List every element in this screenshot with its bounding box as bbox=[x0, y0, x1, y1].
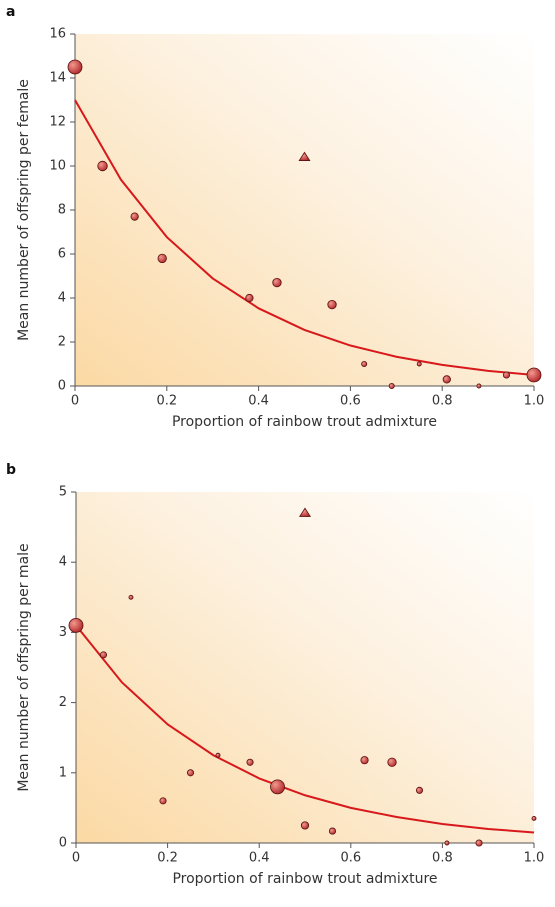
x-tick-label: 1.0 bbox=[524, 394, 545, 409]
y-tick-label: 4 bbox=[59, 555, 67, 570]
data-point bbox=[67, 59, 83, 75]
data-point bbox=[97, 160, 108, 172]
y-tick-label: 3 bbox=[59, 625, 67, 640]
y-axis-title: Mean number of offspring per female bbox=[16, 79, 32, 341]
data-point bbox=[272, 277, 282, 288]
data-point bbox=[157, 253, 167, 264]
x-axis-title: Proportion of rainbow trout admixture bbox=[172, 414, 437, 430]
y-tick-label: 0 bbox=[59, 836, 67, 851]
plot-background bbox=[76, 492, 534, 843]
data-point bbox=[475, 839, 483, 847]
x-tick-label: 0.4 bbox=[248, 394, 269, 409]
data-point bbox=[128, 594, 134, 600]
fit-curve bbox=[75, 624, 535, 834]
triangle-point bbox=[298, 151, 311, 161]
y-tick-label: 2 bbox=[58, 335, 66, 350]
data-point bbox=[360, 756, 369, 765]
x-tick-label: 0.2 bbox=[156, 394, 177, 409]
data-point bbox=[416, 361, 422, 367]
plot-background bbox=[75, 34, 534, 386]
triangle-point bbox=[298, 507, 312, 517]
y-tick-label: 1 bbox=[59, 765, 67, 780]
data-point bbox=[444, 840, 450, 846]
x-tick-label: 0.8 bbox=[432, 851, 453, 866]
y-tick-label: 0 bbox=[58, 379, 66, 394]
data-point bbox=[387, 757, 397, 767]
y-tick-label: 16 bbox=[49, 27, 66, 42]
y-tick-label: 10 bbox=[49, 159, 66, 174]
data-point bbox=[99, 651, 108, 659]
x-tick-label: 0.2 bbox=[157, 851, 178, 866]
y-tick-label: 5 bbox=[59, 485, 67, 500]
data-point bbox=[388, 382, 395, 389]
x-tick-label: 0.8 bbox=[432, 394, 453, 409]
y-tick-label: 4 bbox=[58, 291, 66, 306]
data-point bbox=[159, 797, 167, 805]
panel-label: b bbox=[6, 462, 16, 478]
data-point bbox=[476, 383, 482, 389]
y-axis-title: Mean number of offspring per male bbox=[16, 543, 32, 791]
data-point bbox=[327, 299, 337, 310]
x-axis-title: Proportion of rainbow trout admixture bbox=[172, 871, 437, 887]
data-point bbox=[531, 815, 537, 821]
y-tick-label: 2 bbox=[59, 695, 67, 710]
y-tick-label: 14 bbox=[49, 71, 66, 86]
data-point bbox=[186, 769, 195, 777]
data-point bbox=[246, 758, 254, 766]
panel-label: a bbox=[6, 4, 15, 20]
data-point bbox=[526, 367, 542, 383]
data-point bbox=[415, 786, 424, 794]
data-point bbox=[68, 617, 84, 633]
y-tick-label: 6 bbox=[58, 247, 66, 262]
data-point bbox=[442, 375, 451, 384]
y-tick-label: 12 bbox=[49, 115, 66, 130]
y-tick-label: 8 bbox=[58, 203, 66, 218]
data-point bbox=[270, 779, 285, 795]
fit-curve bbox=[74, 99, 535, 376]
data-point bbox=[215, 752, 221, 758]
x-tick-label: 0 bbox=[71, 394, 79, 409]
data-point bbox=[300, 821, 310, 830]
x-tick-label: 0.6 bbox=[340, 394, 361, 409]
data-point bbox=[361, 360, 368, 367]
data-point bbox=[328, 827, 337, 835]
x-tick-label: 1.0 bbox=[524, 851, 545, 866]
data-point bbox=[130, 212, 139, 221]
data-point bbox=[502, 371, 511, 379]
data-point bbox=[245, 293, 254, 303]
x-tick-label: 0.6 bbox=[340, 851, 361, 866]
x-tick-label: 0 bbox=[72, 851, 80, 866]
x-tick-label: 0.4 bbox=[249, 851, 270, 866]
